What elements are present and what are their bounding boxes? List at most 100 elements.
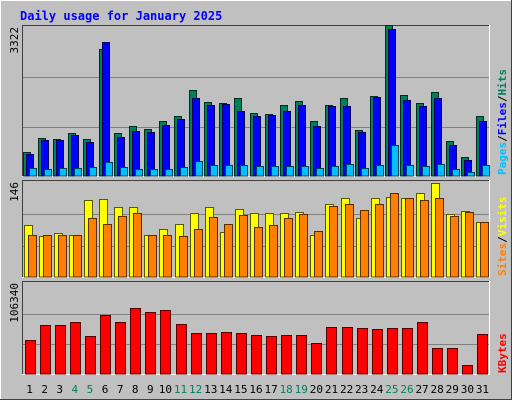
bar-pages-day-22 [346,164,354,177]
bar-pages-day-23 [361,168,369,177]
bar-kbytes-day-23 [357,328,368,375]
bar-sites-day-31 [480,222,489,278]
bar-kbytes-day-31 [477,334,488,375]
x-tick-label-16: 16 [249,383,262,396]
bar-sites-day-23 [360,210,369,278]
bar-pages-day-5 [89,167,97,177]
bar-sites-day-13 [209,217,218,278]
x-tick-label-15: 15 [234,383,247,396]
x-tick-label-20: 20 [310,383,323,396]
panel-visits-sites: 146 Sites/Visits [8,180,509,278]
bar-pages-day-24 [376,165,384,177]
x-tick-label-21: 21 [325,383,338,396]
bar-kbytes-day-27 [417,322,428,375]
bar-kbytes-day-13 [206,333,217,375]
x-tick-label-23: 23 [355,383,368,396]
legend-entry-visits: Visits [496,197,509,237]
bar-sites-day-18 [284,218,293,278]
x-tick-label-25: 25 [385,383,398,396]
x-tick-label-26: 26 [400,383,413,396]
bar-kbytes-day-15 [236,333,247,375]
x-tick-label-7: 7 [117,383,124,396]
bar-sites-day-11 [179,236,188,278]
x-tick-label-11: 11 [174,383,187,396]
bar-pages-day-10 [165,169,173,177]
panel-hits-files-pages: 3322 Pages/Files/Hits [8,25,509,177]
legend-entry-pages: Pages [496,142,509,175]
bar-pages-day-21 [331,166,339,177]
x-tick-label-29: 29 [446,383,459,396]
bar-pages-day-29 [452,169,460,177]
bar-kbytes-day-16 [251,335,262,375]
bar-sites-day-1 [28,235,37,278]
bar-sites-day-3 [58,235,67,278]
bar-sites-day-2 [43,235,52,278]
x-tick-label-17: 17 [264,383,277,396]
bar-files-day-19 [298,105,306,177]
x-tick-label-8: 8 [132,383,139,396]
bar-kbytes-day-5 [85,336,96,375]
x-tick-label-2: 2 [41,383,48,396]
x-tick-label-3: 3 [56,383,63,396]
panel-kbytes: 106340 KBytes [8,281,509,375]
bar-sites-day-25 [390,193,399,278]
bar-pages-day-16 [256,166,264,177]
y-max-label: 106340 [8,283,21,323]
bar-kbytes-day-25 [387,328,398,375]
bar-sites-day-17 [269,225,278,278]
bar-pages-day-7 [120,167,128,177]
bar-kbytes-day-7 [115,322,126,375]
bar-pages-day-18 [286,166,294,177]
x-tick-label-12: 12 [189,383,202,396]
x-tick-label-31: 31 [476,383,489,396]
bar-kbytes-day-20 [311,343,322,375]
bar-kbytes-day-19 [296,335,307,375]
x-tick-label-13: 13 [204,383,217,396]
x-tick-label-4: 4 [72,383,79,396]
bar-sites-day-21 [329,206,338,278]
bar-pages-day-13 [210,165,218,177]
x-tick-label-28: 28 [431,383,444,396]
legend-entry-hits: Hits [496,69,509,96]
x-tick-label-18: 18 [280,383,293,396]
legend-visits-sites: Sites/Visits [496,197,509,277]
x-tick-label-10: 10 [159,383,172,396]
bar-pages-day-1 [29,168,37,177]
bar-pages-day-20 [316,168,324,177]
x-tick-label-9: 9 [147,383,154,396]
bar-kbytes-day-21 [326,327,337,375]
bar-pages-day-8 [135,169,143,177]
y-max-label: 3322 [8,27,21,54]
bar-files-day-24 [373,97,381,177]
bar-kbytes-day-22 [342,327,353,375]
bar-kbytes-day-18 [281,335,292,375]
x-tick-label-30: 30 [461,383,474,396]
x-tick-label-6: 6 [102,383,109,396]
bar-kbytes-day-29 [447,348,458,375]
bar-pages-day-28 [437,164,445,177]
bar-kbytes-day-1 [25,340,36,375]
bar-kbytes-day-14 [221,332,232,375]
bar-files-day-21 [328,106,336,177]
x-tick-label-24: 24 [370,383,384,396]
legend-kbytes: KBytes [496,333,509,373]
bar-sites-day-22 [345,204,354,278]
x-tick-label-22: 22 [340,383,353,396]
legend-entry-sites: Sites [496,243,509,276]
bar-sites-day-24 [375,204,384,278]
bar-kbytes-day-3 [55,325,66,375]
x-tick-label-27: 27 [415,383,428,396]
bar-sites-day-16 [254,227,263,278]
bar-kbytes-day-8 [130,308,141,375]
bar-files-day-26 [403,100,411,177]
legend-entry-files: Files [496,102,509,135]
bar-sites-day-19 [299,214,308,278]
bar-pages-day-3 [59,168,67,177]
legend-hits-files-pages: Pages/Files/Hits [496,69,509,175]
bar-kbytes-day-9 [145,312,156,375]
bar-kbytes-day-6 [100,315,111,375]
bar-sites-day-6 [103,224,112,278]
bar-pages-day-12 [195,161,203,177]
